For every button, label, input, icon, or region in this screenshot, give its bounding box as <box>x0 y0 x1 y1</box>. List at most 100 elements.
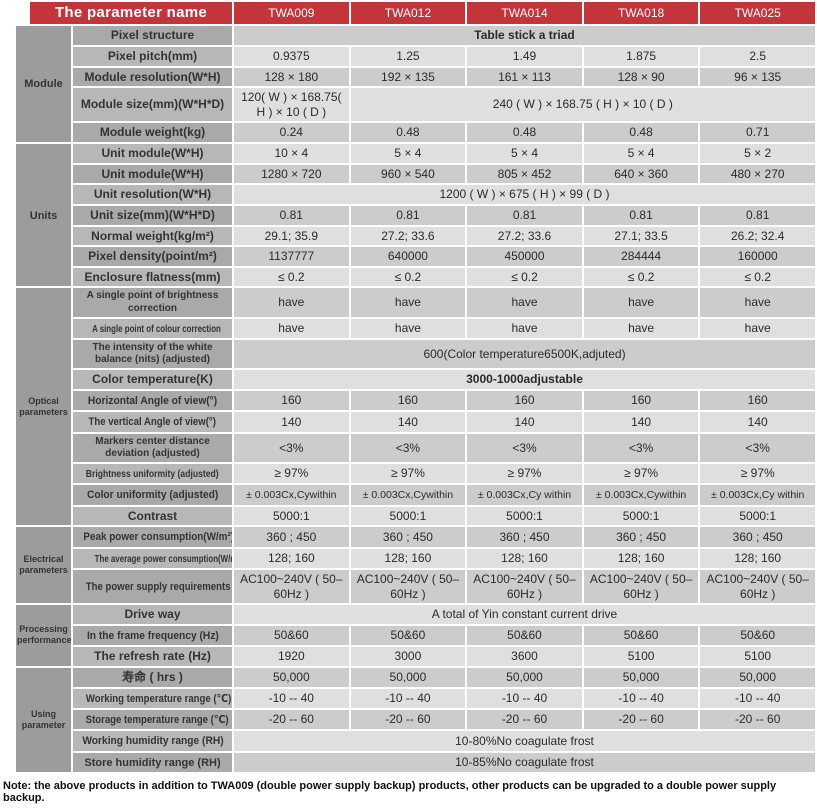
param-label: A single point of brightness correction <box>70 286 235 319</box>
value-cell: 10-85%No coagulate frost <box>232 750 817 775</box>
value-cell: 0.81 <box>232 203 351 227</box>
value-cell: 160000 <box>698 245 817 268</box>
param-label: Module weight(kg) <box>70 121 235 145</box>
value-cell: 600(Color temperature6500K,adjuted) <box>232 337 817 371</box>
value-cell: -20 -- 60 <box>348 707 468 732</box>
table-row: Optical parameters A single point of brig… <box>14 286 817 528</box>
table-row: Module resolution(W*H) 128 × 180 192 × 135… <box>15 65 817 89</box>
value-cell: 160 <box>465 388 584 413</box>
value-cell: 5000:1 <box>232 504 351 528</box>
table-row: Enclosure flatness(mm) ≤ 0.2 ≤ 0.2 ≤ 0.2 ≤ 0… <box>15 265 817 289</box>
value-cell: 2.5 <box>698 44 817 68</box>
value-cell: 0.48 <box>348 121 468 145</box>
value-cell: Table stick a triad <box>232 24 817 47</box>
value-cell: 5000:1 <box>581 504 701 528</box>
value-cell: -20 -- 60 <box>581 707 701 732</box>
value-cell: ≤ 0.2 <box>698 265 817 289</box>
value-cell: 0.48 <box>465 121 584 145</box>
table-row: The vertical Angle of view(°) 140 140 140 14… <box>15 410 817 434</box>
value-cell: 0.81 <box>698 203 817 227</box>
value-cell: 192 × 135 <box>348 65 468 89</box>
value-cell: 360 ; 450 <box>698 525 817 549</box>
value-cell: 27.2; 33.6 <box>465 224 584 248</box>
value-cell: -20 -- 60 <box>465 707 584 732</box>
param-label: Unit resolution(W*H) <box>70 183 235 206</box>
param-label: Horizontal Angle of view(°) <box>70 388 235 413</box>
value-cell: have <box>465 286 584 319</box>
value-cell: 128 × 90 <box>581 65 701 89</box>
value-cell: ± 0.003Cx,Cywithin <box>348 483 468 507</box>
value-cell: 128; 160 <box>232 546 351 570</box>
value-cell: 96 × 135 <box>698 65 817 89</box>
table-row: The power supply requirements AC100~240V … <box>15 567 817 606</box>
value-cell: 0.81 <box>348 203 468 227</box>
value-cell: have <box>348 316 468 340</box>
value-cell: have <box>232 286 351 319</box>
param-label: Color uniformity (adjusted) <box>70 483 235 507</box>
param-name-header: The parameter name <box>0 0 235 27</box>
table-row: Pixel pitch(mm) 0.9375 1.25 1.49 1.875 2.5 <box>15 44 817 68</box>
value-cell: 140 <box>698 410 817 434</box>
value-cell: ≥ 97% <box>232 462 351 486</box>
value-cell: have <box>698 316 817 340</box>
value-cell: have <box>581 286 701 319</box>
value-cell: 29.1; 35.9 <box>232 224 351 248</box>
param-label: Module size(mm)(W*H*D) <box>70 86 235 124</box>
value-cell: A total of Yin constant current drive <box>232 603 817 626</box>
param-label: A single point of colour correction <box>70 316 235 340</box>
table-row: Module weight(kg) 0.24 0.48 0.48 0.48 0.71 <box>15 121 817 145</box>
param-label: Normal weight(kg/m²) <box>70 224 235 248</box>
value-cell: 140 <box>348 410 468 434</box>
table-body: Module Pixel structure Table stick a triad… <box>14 24 817 775</box>
value-cell: 5 × 4 <box>348 142 468 165</box>
param-label: The refresh rate (Hz) <box>70 645 235 668</box>
value-cell: 128; 160 <box>698 546 817 570</box>
value-cell: 50,000 <box>465 665 584 689</box>
table-row: Using parameter 寿命 ( hrs ) 50,000 50,000 50,… <box>14 665 817 775</box>
table-row: Module size(mm)(W*H*D) 120( W ) × 168.75(… <box>15 86 817 124</box>
value-cell: 27.1; 33.5 <box>581 224 701 248</box>
group-cell-processing-performance: Processing performance <box>14 603 73 668</box>
value-cell: -10 -- 40 <box>232 686 351 710</box>
value-cell: 0.9375 <box>232 44 351 68</box>
param-label: The power supply requirements <box>70 567 235 606</box>
value-cell: 284444 <box>581 245 701 268</box>
value-cell: 128; 160 <box>348 546 468 570</box>
value-cell: 50,000 <box>581 665 701 689</box>
value-cell: 1137777 <box>232 245 351 268</box>
table-row: Unit module(W*H) 1280 × 720 960 × 540 805 ×… <box>15 162 817 186</box>
value-cell: 160 <box>581 388 701 413</box>
value-cell: ≥ 97% <box>348 462 468 486</box>
value-cell: <3% <box>465 431 584 465</box>
param-label: Working humidity range (RH) <box>70 729 235 753</box>
value-cell: 128; 160 <box>581 546 701 570</box>
param-label: In the frame frequency (Hz) <box>70 623 235 648</box>
value-cell: AC100~240V ( 50–60Hz ) <box>348 567 468 606</box>
group-cell-units: Units <box>14 142 73 289</box>
value-cell: have <box>348 286 468 319</box>
value-cell: ± 0.003Cx,Cy within <box>465 483 584 507</box>
value-cell: 5 × 4 <box>581 142 701 165</box>
param-label: 寿命 ( hrs ) <box>70 665 235 689</box>
param-label: Drive way <box>70 603 235 626</box>
value-cell: 1280 × 720 <box>232 162 351 186</box>
value-cell: AC100~240V ( 50–60Hz ) <box>698 567 817 606</box>
value-cell: 360 ; 450 <box>465 525 584 549</box>
param-label: Color temperature(K) <box>70 368 235 391</box>
value-cell: 128 × 180 <box>232 65 351 89</box>
group-cell-electrical-parameters: Electrical parameters <box>14 525 73 606</box>
value-cell: 10 × 4 <box>232 142 351 165</box>
param-label: Unit size(mm)(W*H*D) <box>70 203 235 227</box>
value-cell: 140 <box>232 410 351 434</box>
value-cell: 50&60 <box>348 623 468 648</box>
param-label: Store humidity range (RH) <box>70 750 235 775</box>
param-label: The vertical Angle of view(°) <box>70 410 235 434</box>
value-cell: 0.48 <box>581 121 701 145</box>
value-cell: 140 <box>465 410 584 434</box>
table-row: In the frame frequency (Hz) 50&60 50&60 50&… <box>15 623 817 648</box>
table-row: Brightness uniformity (adjusted) ≥ 97% ≥ 9… <box>15 462 817 486</box>
value-cell: 3000-1000adjustable <box>232 368 817 391</box>
value-cell: AC100~240V ( 50–60Hz ) <box>581 567 701 606</box>
param-label: Pixel density(point/m²) <box>70 245 235 268</box>
value-cell: 480 × 270 <box>698 162 817 186</box>
